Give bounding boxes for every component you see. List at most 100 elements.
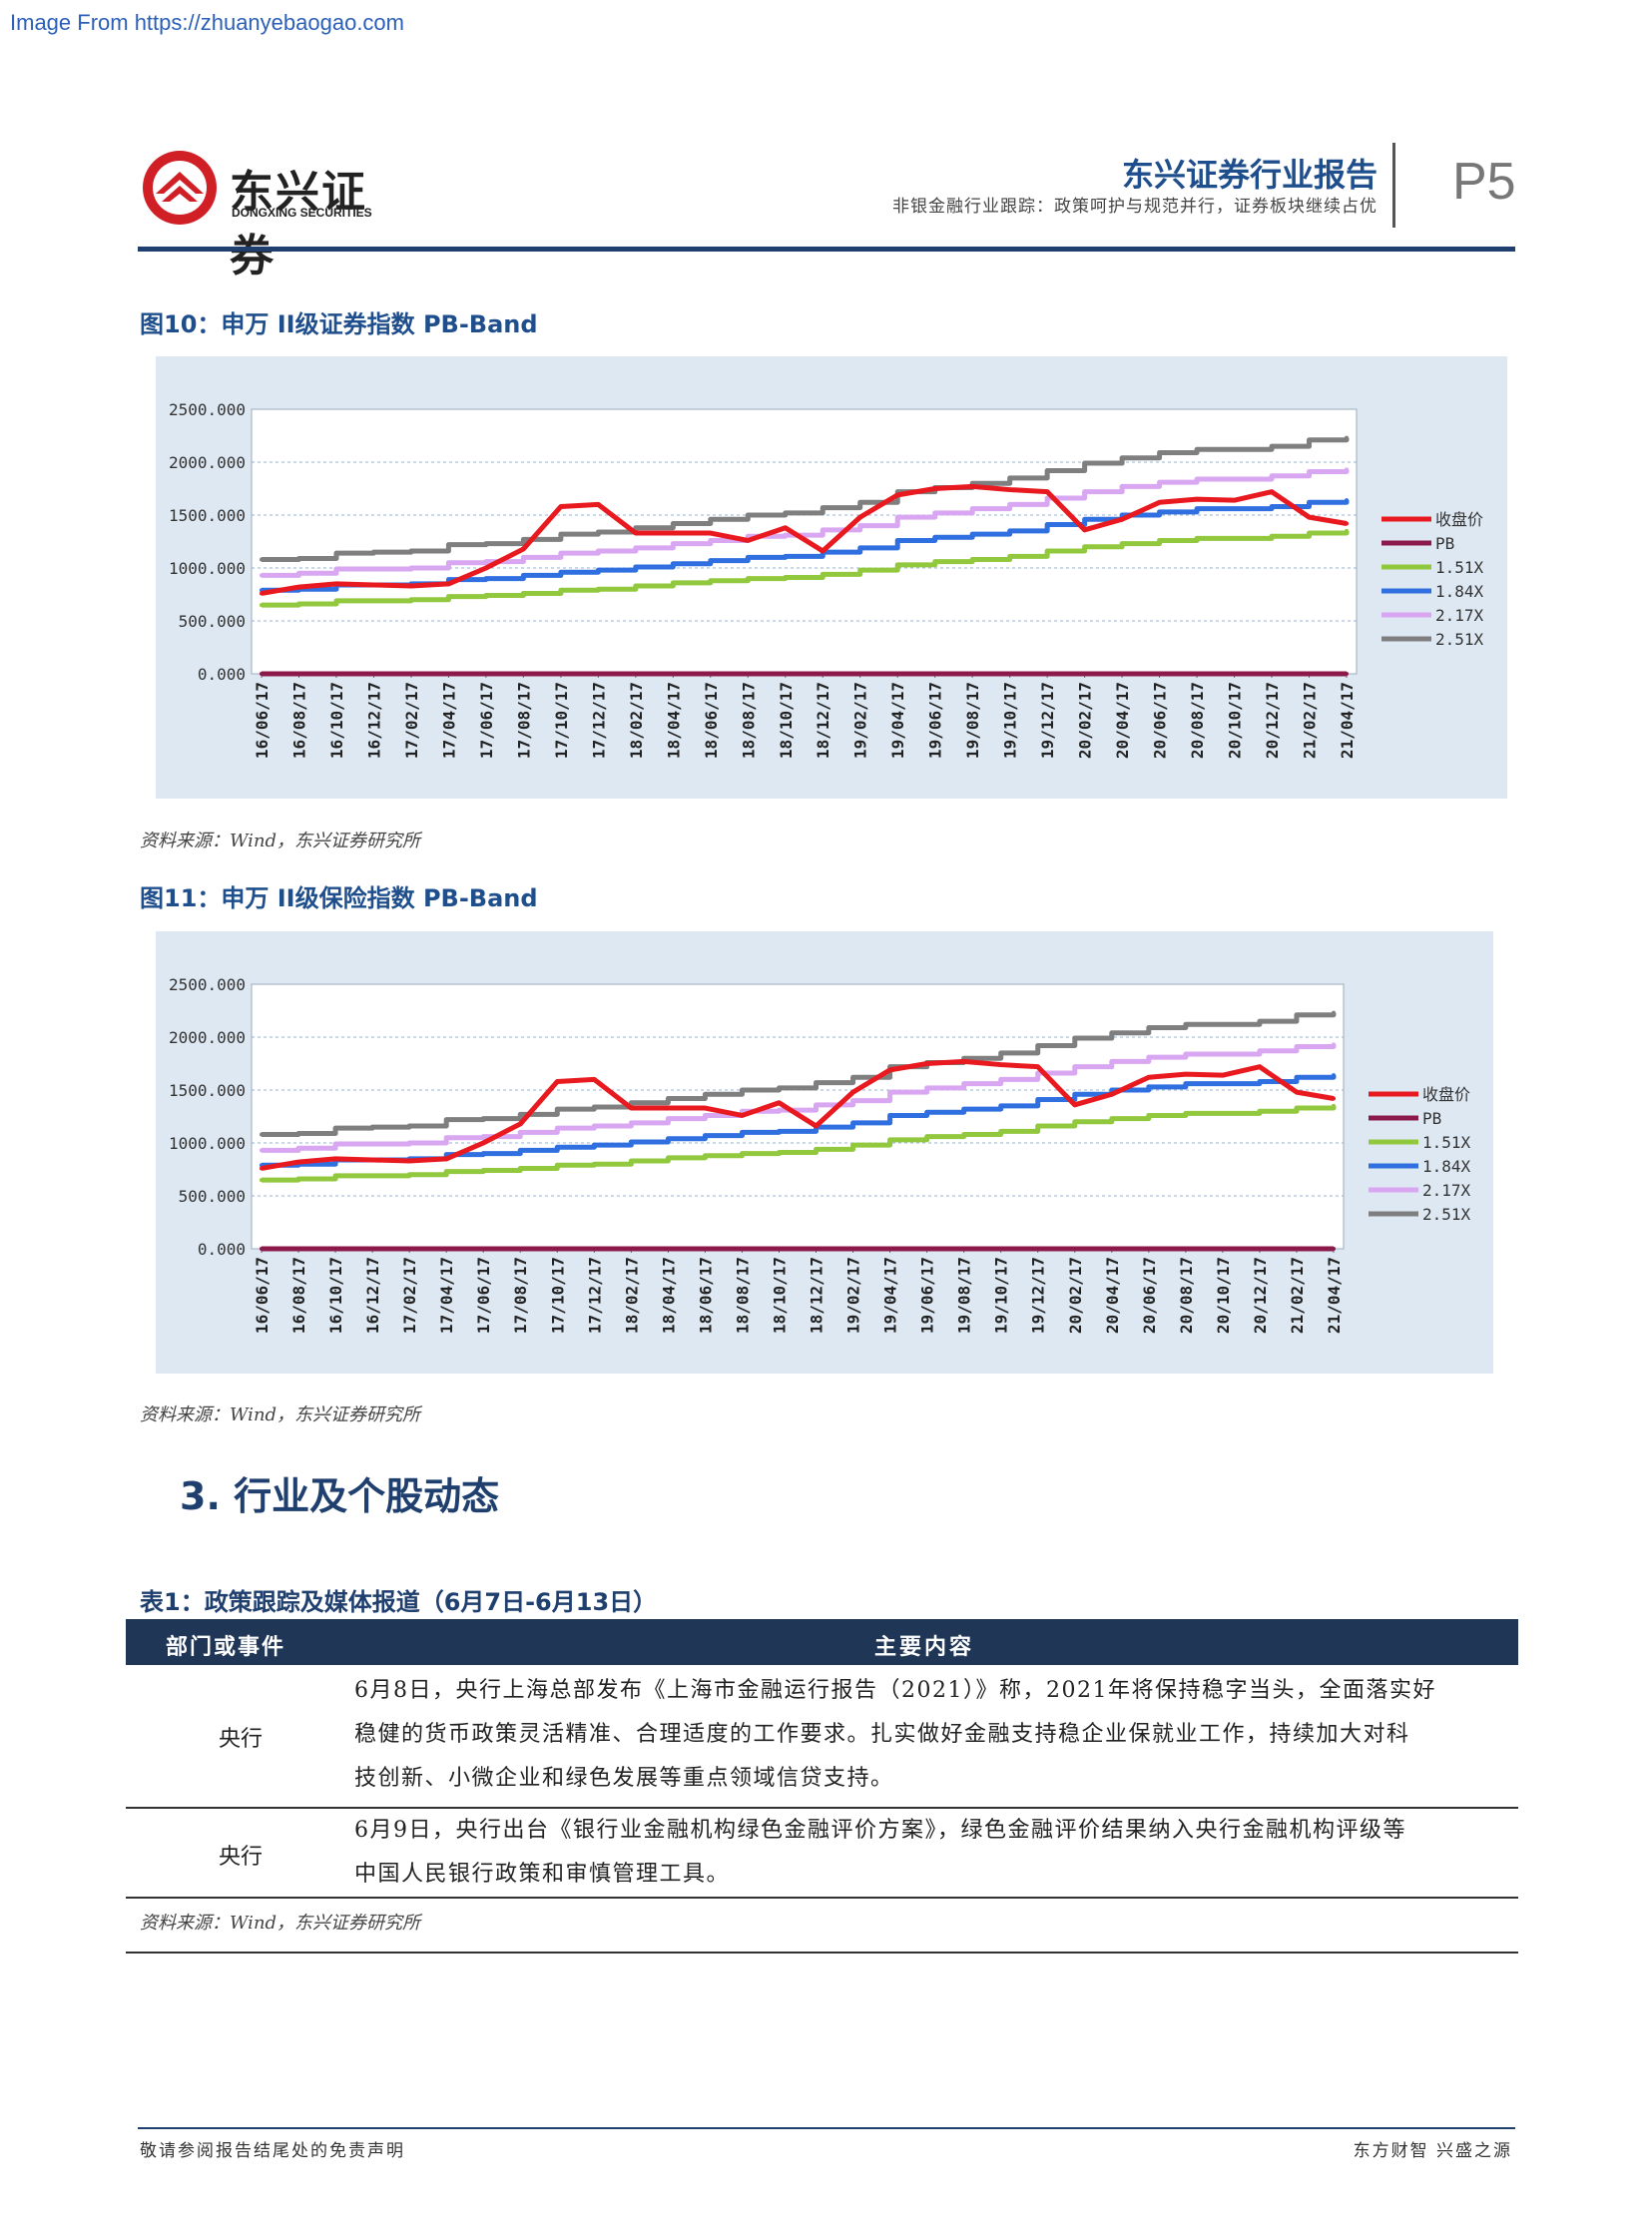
data-point	[260, 603, 264, 608]
x-tick-label: 17/08/17	[514, 682, 533, 759]
data-point	[783, 533, 788, 538]
data-point	[1232, 476, 1237, 481]
data-point	[481, 1168, 486, 1173]
data-point	[260, 573, 264, 578]
data-point	[333, 1156, 338, 1161]
x-tick-label: 19/10/17	[992, 1257, 1011, 1334]
data-point	[1157, 538, 1162, 543]
data-point	[592, 1124, 597, 1129]
x-tick-label: 19/02/17	[851, 682, 870, 759]
data-point	[1183, 1022, 1188, 1027]
data-point	[895, 538, 900, 543]
data-point	[481, 1247, 486, 1251]
data-point	[814, 1247, 819, 1251]
source-link[interactable]: Image From https://zhuanyebaogao.com	[10, 10, 404, 35]
data-point	[483, 576, 488, 581]
data-point	[296, 1146, 301, 1151]
data-point	[1146, 1075, 1151, 1080]
data-point	[1146, 1247, 1151, 1251]
data-point	[1035, 1097, 1040, 1102]
legend-label: 1.84X	[1435, 582, 1484, 601]
data-point	[596, 529, 601, 534]
data-point	[1332, 1247, 1336, 1251]
data-point	[1045, 672, 1050, 676]
data-point	[633, 531, 638, 536]
data-point	[998, 1103, 1003, 1108]
x-tick-label: 20/06/17	[1151, 682, 1170, 759]
data-point	[633, 672, 638, 676]
footer-disclaimer: 敬请参阅报告结尾处的免责声明	[140, 2141, 405, 2161]
x-tick-label: 17/10/17	[548, 1257, 567, 1334]
data-point	[1220, 1022, 1225, 1027]
data-point	[518, 1130, 523, 1135]
data-point	[1294, 1106, 1299, 1111]
data-point	[850, 1143, 855, 1148]
data-point	[924, 1134, 929, 1139]
data-point	[518, 1247, 523, 1251]
data-point	[592, 1247, 597, 1251]
data-point	[1307, 437, 1312, 442]
data-point	[633, 525, 638, 530]
data-point	[555, 1163, 560, 1168]
data-point	[703, 1247, 708, 1251]
data-point	[333, 551, 338, 556]
data-point	[1183, 1081, 1188, 1086]
data-point	[1294, 1090, 1299, 1095]
y-tick-label: 2000.000	[169, 1028, 246, 1047]
data-point	[446, 577, 451, 582]
data-point	[296, 585, 301, 590]
data-point	[1045, 468, 1050, 473]
data-point	[521, 555, 526, 560]
data-point	[746, 538, 751, 543]
data-point	[703, 1092, 708, 1097]
data-point	[1345, 521, 1349, 526]
data-point	[740, 1109, 745, 1114]
data-point	[446, 542, 451, 547]
data-point	[998, 1247, 1003, 1251]
x-tick-label: 17/08/17	[511, 1257, 530, 1334]
data-point	[1109, 1088, 1114, 1092]
data-point	[633, 564, 638, 569]
data-point	[483, 593, 488, 598]
data-point	[333, 1142, 338, 1147]
data-point	[518, 1148, 523, 1153]
data-point	[260, 1247, 264, 1251]
data-point	[671, 561, 676, 566]
data-point	[407, 1172, 412, 1177]
data-point	[671, 672, 676, 676]
data-point	[666, 1096, 671, 1101]
legend-label: PB	[1422, 1109, 1441, 1128]
data-point	[633, 584, 638, 589]
data-point	[592, 1143, 597, 1148]
series-line	[261, 483, 1348, 596]
data-point	[1307, 500, 1312, 505]
data-point	[1045, 549, 1050, 554]
data-point	[857, 545, 862, 550]
data-point	[1220, 1111, 1225, 1116]
section-title: 3. 行业及个股动态	[180, 1474, 500, 1518]
data-point	[1157, 500, 1162, 505]
data-point	[821, 549, 826, 554]
data-point	[408, 597, 413, 602]
data-point	[970, 672, 975, 676]
data-point	[850, 1247, 855, 1251]
x-tick-label: 20/08/17	[1188, 682, 1207, 759]
table-row: 央行 6月9日，央行出台《银行业金融机构绿色金融评价方案》，绿色金融评价结果纳入…	[126, 1809, 1518, 1897]
x-tick-label: 16/06/17	[253, 682, 272, 759]
data-point	[708, 578, 713, 583]
data-point	[1072, 1119, 1077, 1124]
data-point	[521, 546, 526, 551]
legend-label: 2.51X	[1435, 630, 1484, 649]
data-point	[1072, 1092, 1077, 1097]
data-point	[777, 1129, 782, 1134]
data-point	[1035, 1124, 1040, 1129]
row-dept: 央行	[218, 1845, 263, 1870]
x-tick-label: 17/12/17	[589, 682, 608, 759]
data-point	[970, 506, 975, 511]
x-tick-label: 20/08/17	[1177, 1257, 1196, 1334]
x-tick-label: 20/10/17	[1226, 682, 1245, 759]
x-tick-label: 18/06/17	[696, 1257, 715, 1334]
data-point	[740, 1130, 745, 1135]
data-point	[296, 602, 301, 607]
x-tick-label: 19/06/17	[918, 1257, 937, 1334]
